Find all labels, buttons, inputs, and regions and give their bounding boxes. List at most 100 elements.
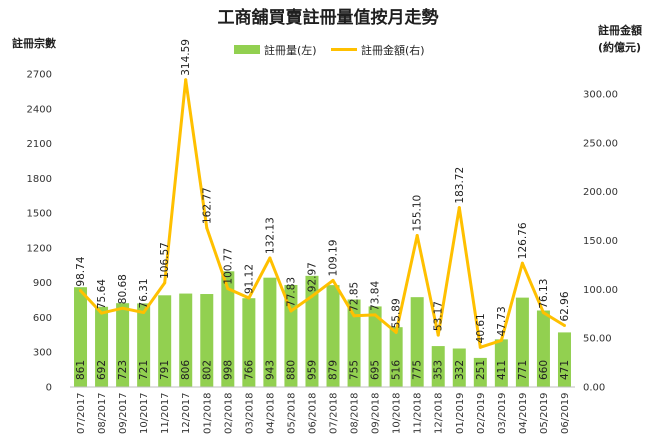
bar-label-5: 806 xyxy=(180,360,192,380)
x-tick-4: 11/2017 xyxy=(160,392,171,434)
line-label-9: 132.13 xyxy=(264,217,276,254)
bar-2 xyxy=(116,303,130,387)
line-label-19: 40.61 xyxy=(475,313,487,343)
x-tick-6: 01/2018 xyxy=(202,392,213,434)
left-tick-8: 2400 xyxy=(27,104,52,115)
bar-label-9: 943 xyxy=(264,360,276,380)
bar-label-14: 695 xyxy=(370,360,382,380)
x-tick-9: 04/2018 xyxy=(265,392,276,434)
line-label-6: 162.77 xyxy=(201,187,213,224)
line-data-labels: 98.74 75.64 80.68 76.31 106.57 314.59 162.77 10… xyxy=(75,39,571,343)
left-tick-5: 1500 xyxy=(27,209,52,220)
line-point-23 xyxy=(562,324,566,328)
bar-label-13: 755 xyxy=(349,360,361,380)
x-tick-1: 08/2017 xyxy=(97,392,108,434)
bar-20 xyxy=(494,339,508,387)
x-tick-2: 09/2017 xyxy=(118,392,129,434)
bar-label-8: 766 xyxy=(243,360,255,380)
bar-5 xyxy=(179,293,193,387)
line-point-1 xyxy=(100,311,104,315)
line-series xyxy=(79,78,566,349)
line-label-17: 53.17 xyxy=(433,301,445,331)
line-label-7: 100.77 xyxy=(222,248,234,285)
right-tick-3: 150.00 xyxy=(583,236,618,247)
line-point-17 xyxy=(436,333,440,337)
line-point-21 xyxy=(520,261,524,265)
line-label-5: 314.59 xyxy=(180,39,192,76)
line-label-14: 73.84 xyxy=(370,281,382,311)
bar-6 xyxy=(200,294,214,387)
bar-series xyxy=(74,271,571,387)
line-point-20 xyxy=(499,338,503,342)
line-label-4: 106.57 xyxy=(159,242,171,279)
bar-label-21: 771 xyxy=(517,360,529,380)
line-point-19 xyxy=(478,345,482,349)
left-axis-ticks: 0 300 600 900 1200 1500 1800 2100 2400 2700 xyxy=(27,70,52,394)
bar-14 xyxy=(368,306,382,387)
left-tick-2: 600 xyxy=(33,313,52,324)
bar-16 xyxy=(410,297,424,387)
line-point-12 xyxy=(331,278,335,282)
line-point-22 xyxy=(541,311,545,315)
x-tick-3: 10/2017 xyxy=(139,392,150,434)
line-point-3 xyxy=(142,310,146,314)
bar-label-0: 861 xyxy=(75,360,87,380)
line-label-1: 75.64 xyxy=(96,279,108,309)
line-label-11: 92.97 xyxy=(306,262,318,292)
bar-9 xyxy=(263,277,277,387)
bar-21 xyxy=(515,297,529,387)
left-tick-3: 900 xyxy=(33,278,52,289)
bar-label-7: 998 xyxy=(222,360,234,380)
legend: 註冊量(左) 註冊金額(右) xyxy=(234,43,425,57)
right-tick-4: 200.00 xyxy=(583,187,618,198)
x-tick-14: 09/2018 xyxy=(371,392,382,434)
bar-label-10: 880 xyxy=(285,360,297,380)
line-point-18 xyxy=(457,206,461,210)
bar-label-15: 516 xyxy=(391,360,403,380)
bar-label-11: 959 xyxy=(306,360,318,380)
bar-label-16: 775 xyxy=(412,360,424,380)
x-tick-20: 03/2019 xyxy=(497,392,508,434)
line-label-23: 62.96 xyxy=(559,291,571,321)
bar-13 xyxy=(347,299,361,387)
bar-label-6: 802 xyxy=(201,360,213,380)
line-point-14 xyxy=(373,313,377,317)
bar-0 xyxy=(74,287,88,387)
bar-label-12: 879 xyxy=(328,360,340,380)
line-label-21: 126.76 xyxy=(517,222,529,259)
line-point-2 xyxy=(121,306,125,310)
legend-label-bar: 註冊量(左) xyxy=(264,44,317,57)
line-path xyxy=(79,78,566,349)
line-label-2: 80.68 xyxy=(117,274,129,304)
left-tick-7: 2100 xyxy=(27,139,52,150)
line-point-4 xyxy=(163,281,167,285)
bar-label-4: 791 xyxy=(159,360,171,380)
bar-8 xyxy=(242,298,256,387)
legend-label-line: 註冊金額(右) xyxy=(361,43,425,57)
x-tick-18: 01/2019 xyxy=(455,392,466,434)
x-tick-19: 02/2019 xyxy=(476,392,487,434)
left-tick-4: 1200 xyxy=(27,243,52,254)
x-tick-0: 07/2017 xyxy=(76,392,87,434)
x-tick-23: 06/2019 xyxy=(560,392,571,434)
line-label-13: 72.85 xyxy=(349,282,361,312)
bar-label-22: 660 xyxy=(538,360,550,380)
line-label-10: 77.83 xyxy=(285,277,297,307)
bar-label-18: 332 xyxy=(454,360,466,380)
line-label-0: 98.74 xyxy=(75,256,87,286)
bar-17 xyxy=(431,346,445,387)
bar-18 xyxy=(452,348,466,387)
line-label-8: 91.12 xyxy=(243,264,255,294)
line-label-16: 155.10 xyxy=(412,195,424,232)
right-tick-1: 50.00 xyxy=(583,334,612,345)
bar-1 xyxy=(95,306,109,387)
bar-label-17: 353 xyxy=(433,360,445,380)
bar-15 xyxy=(389,327,403,387)
right-tick-0: 0.00 xyxy=(583,383,605,394)
line-point-13 xyxy=(352,314,356,318)
right-tick-2: 100.00 xyxy=(583,285,618,296)
right-axis-title-line1: 註冊金額 xyxy=(598,23,642,37)
bar-label-2: 723 xyxy=(117,360,129,380)
left-tick-6: 1800 xyxy=(27,174,52,185)
